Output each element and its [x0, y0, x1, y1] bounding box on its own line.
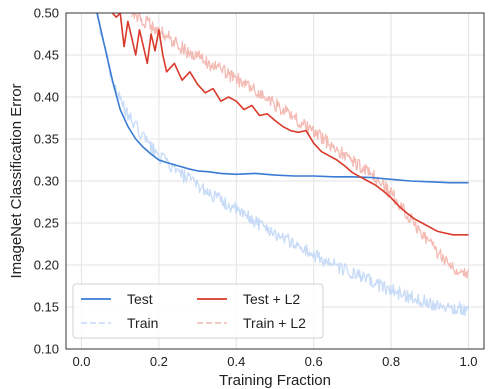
x-tick-label: 0.8	[382, 354, 400, 369]
y-tick-label: 0.20	[34, 258, 59, 273]
legend-label: Test + L2	[243, 291, 300, 307]
y-axis-label: ImageNet Classification Error	[8, 83, 25, 278]
y-tick-label: 0.30	[34, 174, 59, 189]
axes	[65, 12, 485, 350]
y-tick-label: 0.45	[34, 48, 59, 63]
y-tick-label: 0.15	[34, 300, 59, 315]
legend-box	[72, 283, 324, 339]
y-tick-label: 0.10	[34, 342, 59, 357]
x-tick-label: 0.2	[150, 354, 168, 369]
x-tick-label: 0.0	[72, 354, 90, 369]
y-tick-label: 0.25	[34, 216, 59, 231]
series-line-train-l2	[131, 13, 470, 279]
x-axis-label: Training Fraction	[219, 372, 331, 389]
x-tick-label: 1.0	[459, 354, 477, 369]
y-tick-label: 0.50	[34, 6, 59, 21]
y-tick-label: 0.35	[34, 132, 59, 147]
legend-label: Train + L2	[243, 315, 306, 331]
y-tick-label: 0.40	[34, 90, 59, 105]
series-line-test	[96, 13, 469, 184]
plot-frame	[65, 12, 485, 350]
ticks: 0.0 0.2 0.4 0.6 0.8 1.0 0.10 0.15 0.20 0.25 0.30 0.…	[34, 6, 478, 370]
series-line-test-l2	[111, 13, 469, 236]
series-layer	[96, 13, 470, 317]
legend: Test Test + L2 Train Train + L2	[72, 283, 324, 339]
x-tick-label: 0.4	[227, 354, 245, 369]
series-line-train	[97, 13, 470, 317]
legend-label: Test	[127, 291, 153, 307]
legend-label: Train	[127, 315, 158, 331]
x-tick-label: 0.6	[305, 354, 323, 369]
